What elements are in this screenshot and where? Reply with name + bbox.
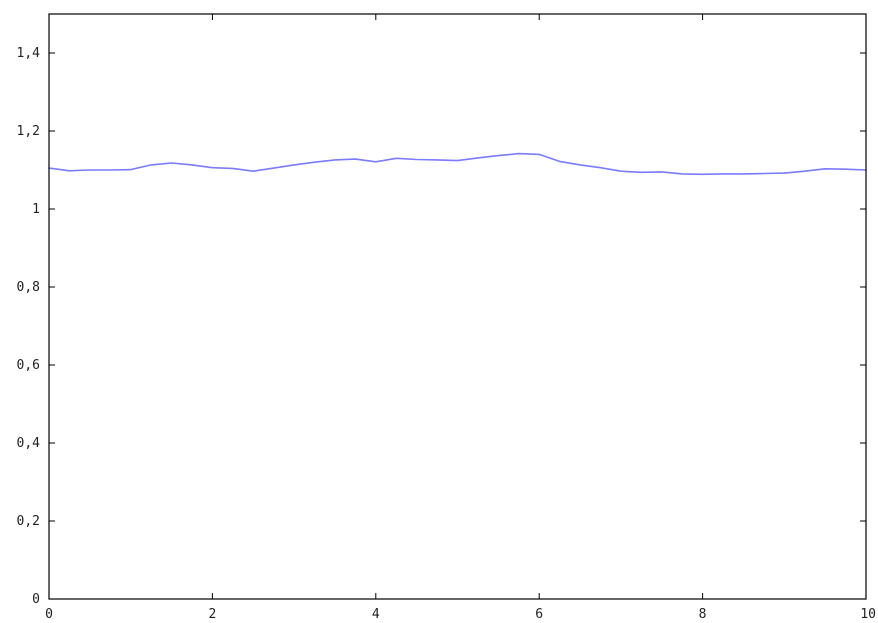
y-tick-label: 1,4 bbox=[17, 46, 41, 61]
y-axis-tick-labels: 0 0,2 0,4 0,6 0,8 1 1,2 1,4 bbox=[17, 46, 41, 607]
y-tick-label: 0,4 bbox=[17, 436, 41, 451]
y-tick-label: 1 bbox=[32, 202, 40, 217]
x-tick-label: 4 bbox=[372, 607, 380, 622]
y-tick-label: 0,8 bbox=[17, 280, 40, 295]
y-tick-label: 0,6 bbox=[17, 358, 40, 373]
plot-frame bbox=[48, 13, 867, 600]
y-tick-label: 1,2 bbox=[17, 124, 40, 139]
y-tick-label: 0 bbox=[32, 592, 40, 607]
y-tick-label: 0,2 bbox=[17, 514, 40, 529]
series-layer bbox=[48, 152, 867, 176]
x-tick-label: 10 bbox=[860, 607, 876, 622]
x-tick-label: 8 bbox=[699, 607, 707, 622]
x-tick-label: 2 bbox=[208, 607, 216, 622]
series-line bbox=[48, 152, 867, 176]
x-axis-tick-labels: 0 2 4 6 8 10 bbox=[45, 607, 876, 622]
x-tick-label: 6 bbox=[535, 607, 543, 622]
x-tick-label: 0 bbox=[45, 607, 53, 622]
